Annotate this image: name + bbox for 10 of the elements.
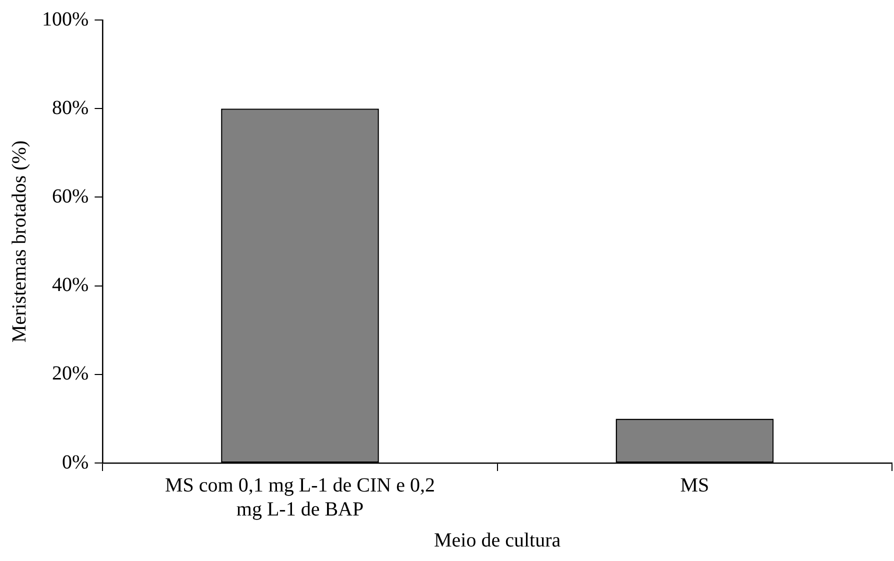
x-tick-label: MS com 0,1 mg L-1 de CIN e 0,2 mg L-1 de BAP	[165, 474, 435, 520]
y-tick-label: 80%	[52, 96, 89, 119]
y-tick-label: 60%	[52, 185, 89, 208]
x-tick-label: MS	[680, 474, 710, 496]
y-tick-label: 40%	[52, 274, 89, 296]
y-tick-label: 100%	[42, 8, 89, 30]
y-axis-title: Meristemas brotados (%)	[8, 140, 30, 343]
y-tick-label: 20%	[52, 362, 89, 385]
x-axis-title: Meio de cultura	[434, 529, 561, 552]
y-tick-label: 0%	[62, 451, 89, 474]
